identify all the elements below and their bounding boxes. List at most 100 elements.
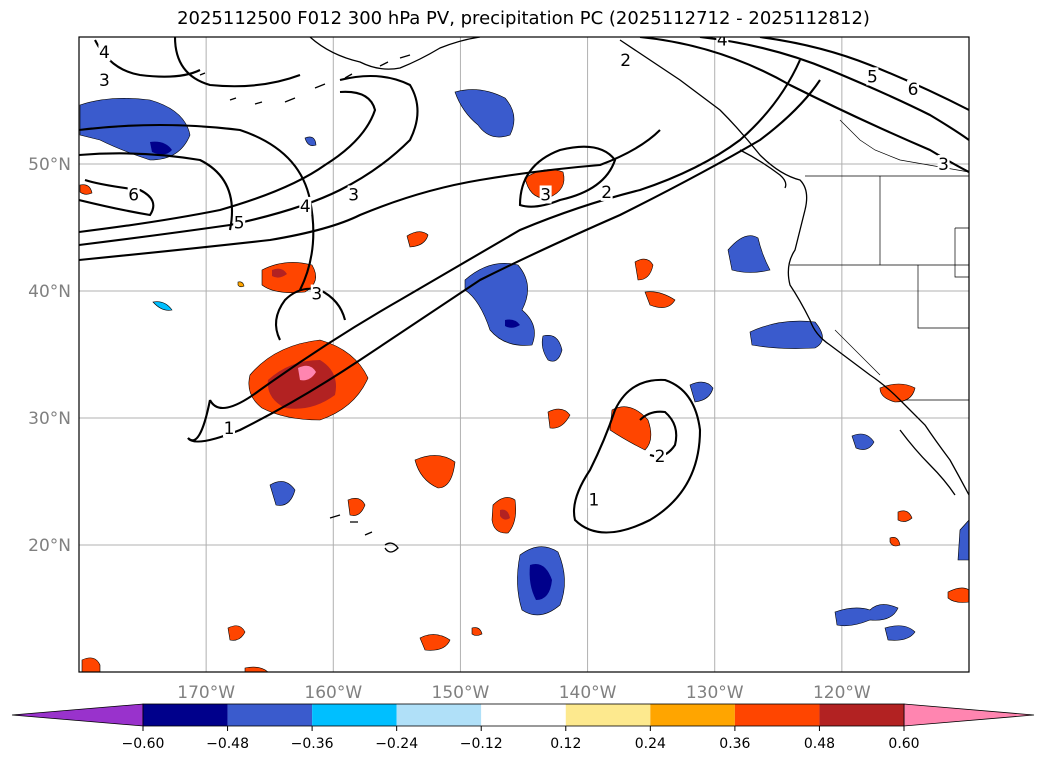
canada-province-border [839, 119, 969, 173]
precip-blob-negative [727, 235, 771, 273]
pv-contour-north-2 [173, 37, 301, 88]
precip-blob-negative [541, 335, 563, 362]
colorbar-tick-label: −0.60 [122, 736, 165, 752]
contour-label-bg [223, 419, 236, 438]
contour-label-bg [127, 185, 140, 204]
contour-label-bg [600, 182, 613, 201]
precip-blob-positive [244, 666, 269, 672]
colorbar-segment [481, 704, 566, 726]
pv-contour-west-b [79, 152, 234, 231]
precip-blob-positive [81, 657, 101, 672]
map-title: 2025112500 F012 300 hPa PV, precipitatio… [177, 8, 870, 29]
contour-label: 3 [311, 285, 322, 305]
colorbar-tick-label: −0.36 [291, 736, 334, 752]
contour-label: 2 [620, 51, 631, 71]
precip-blob-positive-core [500, 509, 510, 520]
colorbar-frame [142, 703, 905, 727]
lon-tick-label: 140°W [559, 683, 617, 703]
precip-blob-positive [547, 408, 571, 429]
precip-blob-positive-core [272, 268, 287, 278]
colorbar-tick-label: 0.12 [550, 736, 581, 752]
contour-label: 2 [655, 447, 666, 467]
lon-tick-label: 160°W [304, 683, 362, 703]
axis-tick-labels: 170°W 160°W 150°W 140°W 130°W 120°W 20°N 30°N 40… [28, 155, 871, 703]
pv-contour-5 [79, 90, 377, 234]
precip-blob-positive [879, 383, 916, 403]
colorbar-tick-label: −0.24 [375, 736, 418, 752]
precip-blob-positive [634, 258, 654, 281]
contour-label: 4 [99, 43, 110, 63]
colorbar-tick-label: −0.12 [460, 736, 503, 752]
contour-label-bg [937, 155, 950, 173]
precip-blob-negative [884, 625, 916, 641]
map-frame [78, 36, 970, 673]
precip-blob-positive [227, 625, 246, 641]
precip-blob-negative [957, 519, 969, 561]
contour-labels: 4 3 6 5 4 3 3 1 3 2 2 4 5 6 3 2 1 [98, 37, 950, 510]
precip-blob-positive [414, 455, 456, 489]
contour-label-bg [539, 185, 552, 204]
contour-label-bg [299, 196, 312, 215]
colorbar-tick-label: 0.36 [719, 736, 750, 752]
precip-blob-negative [689, 381, 714, 403]
colorbar-tick-label: 0.24 [635, 736, 666, 752]
political-boundaries [790, 119, 969, 401]
precip-blob-negative-core [150, 141, 172, 155]
colorbar-segment [819, 704, 904, 726]
precip-blob-positive-peak [298, 365, 316, 381]
baja-coast [899, 429, 956, 496]
pv-contour-northeast-3 [759, 37, 969, 111]
pv-contour-3-mid [518, 145, 617, 208]
colorbar-tick-label: 0.60 [888, 736, 919, 752]
colorbar-segment [650, 704, 735, 726]
colorbar-segment [312, 704, 397, 726]
aleutian-islands [199, 54, 411, 105]
colorbar-segment [734, 704, 820, 726]
contour-label-bg [233, 213, 246, 232]
colorbar-extend-low [11, 703, 144, 727]
colorbar-segment [396, 704, 482, 726]
colorbar: −0.60 −0.48 −0.36 −0.24 −0.12 0.12 0.24 0.36 0.4… [11, 703, 1035, 752]
lon-tick-label: 120°W [813, 683, 871, 703]
precip-blob-positive [406, 231, 429, 248]
colorbar-tick-label: −0.48 [206, 736, 249, 752]
lat-tick-label: 20°N [28, 536, 71, 556]
precip-blob-negative [834, 604, 899, 627]
contour-label: 6 [128, 185, 139, 205]
contour-label: 6 [908, 80, 919, 100]
pv-contour-1-loop [573, 378, 702, 534]
hawaii-islands [329, 514, 399, 553]
precip-blob-positive [644, 291, 676, 308]
pv-contours [79, 37, 969, 534]
contour-label-bg [907, 80, 920, 99]
pv-contour-4 [79, 74, 419, 247]
colorbar-extend-high [903, 703, 1035, 727]
precip-blob-negative [851, 433, 875, 450]
contour-label-bg [98, 43, 111, 62]
contour-label: 3 [938, 155, 949, 175]
contour-label: 5 [867, 67, 878, 87]
contour-label-bg [587, 490, 600, 509]
contour-label: 3 [348, 185, 359, 205]
precip-blob-positive [237, 281, 245, 288]
lat-tick-label: 30°N [28, 409, 71, 429]
precip-blob-positive [419, 634, 451, 651]
precip-blob-positive [947, 587, 969, 603]
map-layers: 4 3 6 5 4 3 3 1 3 2 2 4 5 6 3 2 1 [79, 37, 969, 672]
lon-tick-label: 150°W [432, 683, 490, 703]
contour-label: 1 [224, 419, 235, 439]
pv-contour-6 [79, 179, 155, 217]
contour-label: 5 [234, 213, 245, 233]
pv-contour-3-south [274, 287, 347, 341]
pv-contour-1-tail [187, 399, 212, 442]
colorbar-segment [227, 704, 313, 726]
precip-blob-positive [79, 184, 93, 195]
contour-label-bg [310, 284, 323, 303]
contour-label: 3 [540, 185, 551, 205]
precip-blob-negative [304, 136, 317, 146]
state-borders [790, 176, 969, 401]
precip-blob-negative [749, 320, 823, 349]
pv-contour-northeast-2 [699, 37, 969, 141]
contour-label: 3 [99, 71, 110, 91]
